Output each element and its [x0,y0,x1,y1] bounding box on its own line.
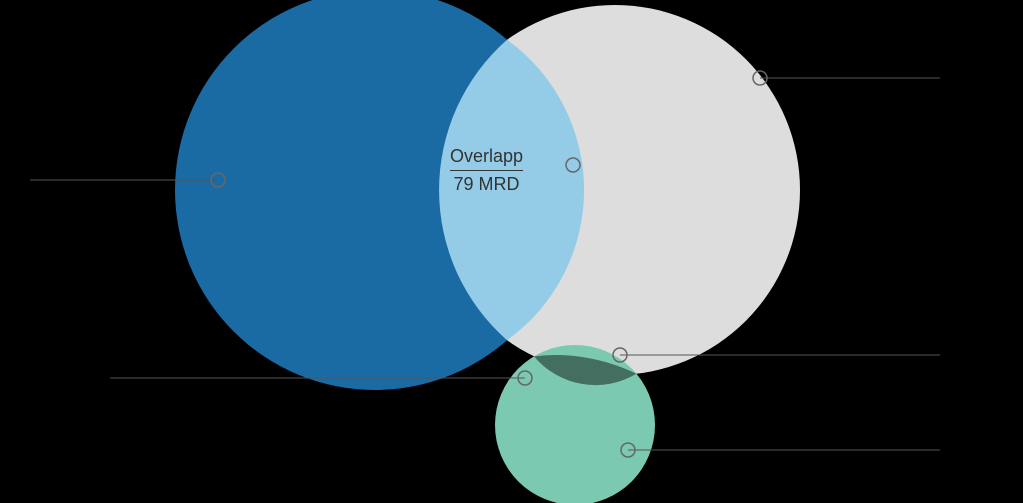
venn-svg [0,0,1023,503]
overlap-label-group: Overlapp 79 MRD [450,145,523,197]
overlap-value: 79 MRD [454,174,520,194]
venn-diagram-container: Overlapp 79 MRD [0,0,1023,503]
overlap-title: Overlapp [450,145,523,171]
